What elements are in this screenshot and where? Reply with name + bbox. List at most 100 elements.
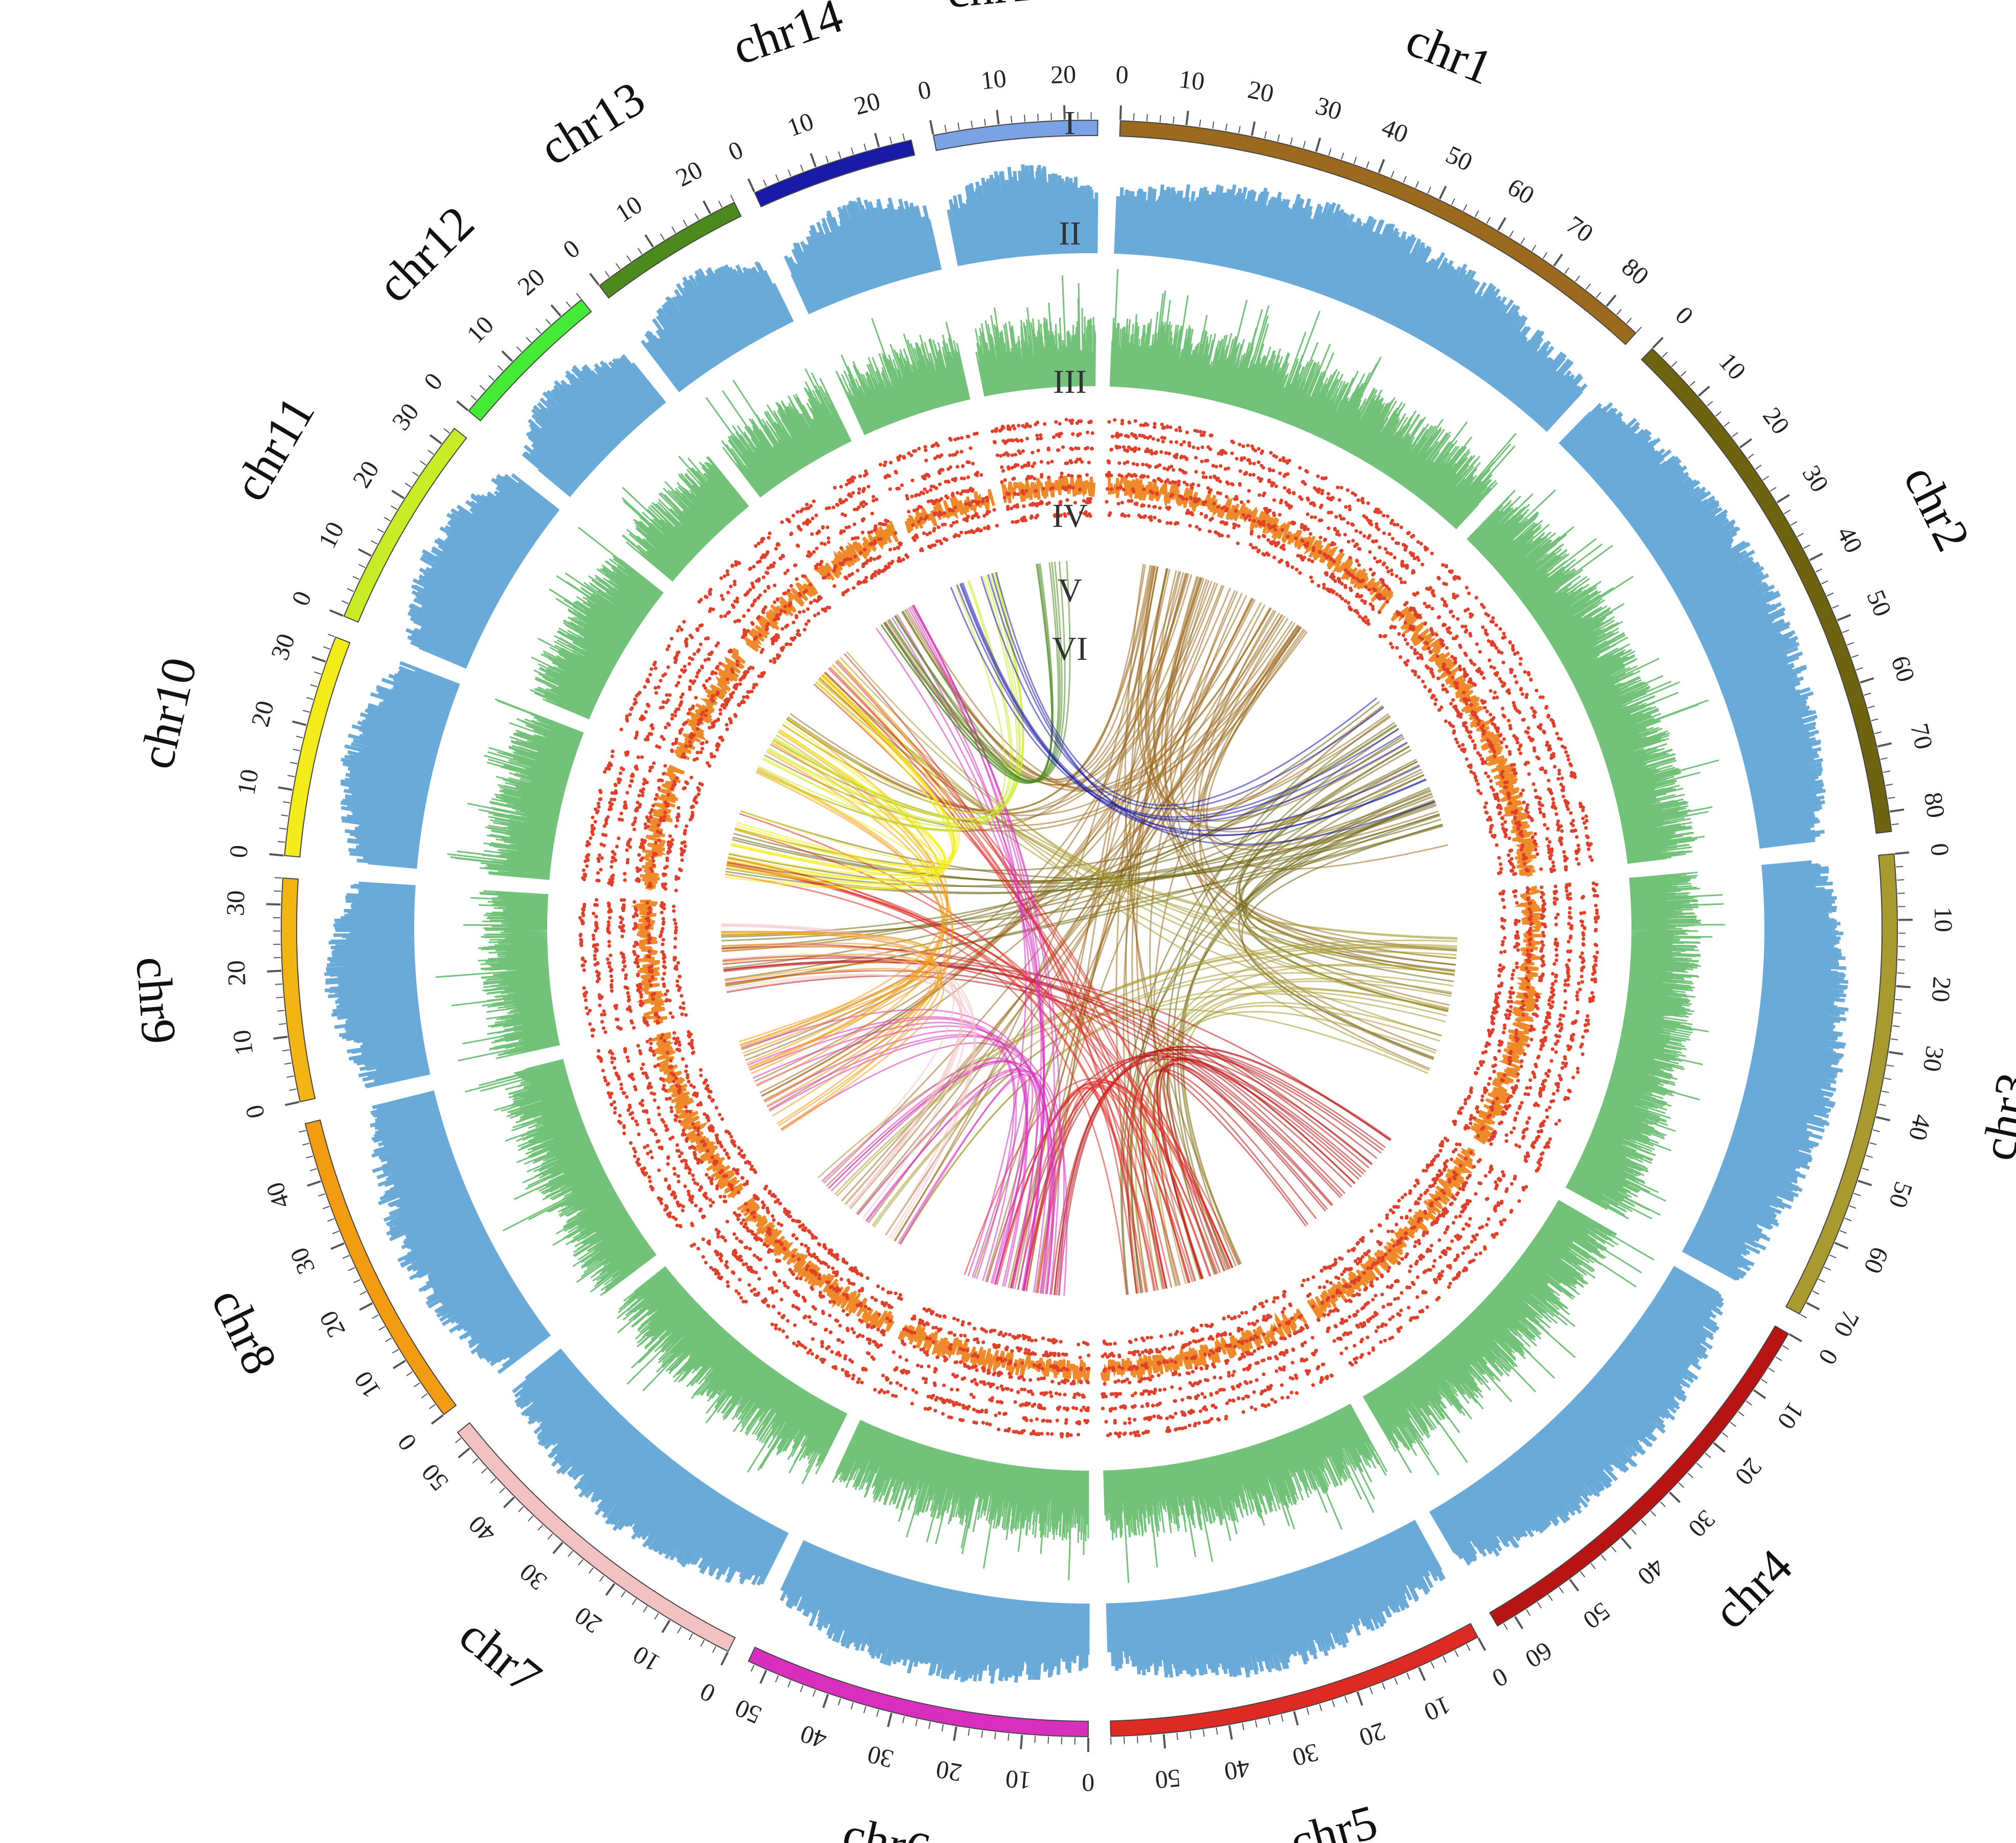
scatter-point bbox=[1397, 1261, 1401, 1265]
scatter-point bbox=[976, 1340, 980, 1344]
scatter-point bbox=[1385, 1213, 1389, 1217]
scatter-point bbox=[1500, 769, 1505, 773]
scatter-point bbox=[1430, 1160, 1434, 1164]
scatter-point bbox=[1588, 1000, 1592, 1004]
scatter-point bbox=[1534, 1101, 1538, 1106]
scatter-point bbox=[1269, 1341, 1273, 1345]
scatter-point bbox=[721, 1235, 725, 1239]
scatter-point bbox=[1007, 1371, 1012, 1376]
scatter-point bbox=[1248, 473, 1252, 477]
scatter-point bbox=[1541, 909, 1545, 913]
scatter-point bbox=[1507, 796, 1511, 800]
scatter-point bbox=[1551, 860, 1555, 864]
scatter-point bbox=[1529, 1037, 1534, 1041]
scatter-point bbox=[645, 1039, 649, 1043]
scatter-point bbox=[1538, 807, 1542, 811]
scatter-point bbox=[1230, 482, 1235, 486]
scatter-point bbox=[960, 1377, 965, 1381]
scatter-point bbox=[1063, 1392, 1067, 1396]
scatter-point bbox=[1143, 1376, 1147, 1381]
scatter-point bbox=[1481, 1094, 1485, 1098]
scatter-point bbox=[644, 1074, 648, 1078]
scatter-point bbox=[1484, 628, 1488, 632]
scatter-point bbox=[1132, 449, 1136, 453]
scatter-point bbox=[1087, 1353, 1091, 1358]
scatter-point bbox=[1288, 1334, 1292, 1338]
scatter-point bbox=[1286, 1395, 1290, 1400]
scatter-point bbox=[1483, 805, 1487, 809]
scatter-point bbox=[1404, 1255, 1408, 1259]
scatter-point bbox=[1503, 936, 1507, 940]
scatter-point bbox=[930, 1312, 934, 1316]
scatter-point bbox=[1549, 1006, 1553, 1010]
scatter-point bbox=[1146, 436, 1150, 440]
scatter-point bbox=[715, 1137, 719, 1141]
scatter-point bbox=[1514, 771, 1518, 775]
scatter-point bbox=[992, 1343, 996, 1347]
scatter-point bbox=[1413, 651, 1417, 655]
scatter-point bbox=[1509, 861, 1513, 865]
scatter-point bbox=[720, 1145, 724, 1149]
scatter-point bbox=[923, 1323, 927, 1327]
scatter-point bbox=[1434, 1197, 1438, 1202]
scatter-point bbox=[1166, 521, 1170, 525]
scatter-point bbox=[1576, 1067, 1580, 1071]
scatter-point bbox=[1451, 675, 1455, 680]
scatter-point bbox=[1358, 614, 1362, 618]
scatter-point bbox=[1117, 1365, 1122, 1369]
scatter-point bbox=[1132, 1431, 1136, 1435]
scatter-point bbox=[1168, 481, 1172, 485]
scatter-point bbox=[1591, 972, 1595, 976]
scatter-point bbox=[1291, 521, 1295, 525]
link-chr5-chr12 bbox=[813, 653, 1234, 1293]
scatter-point bbox=[1531, 1070, 1535, 1074]
scatter-point bbox=[1132, 1352, 1136, 1357]
scatter-point bbox=[1554, 1122, 1558, 1126]
scatter-point bbox=[1451, 1149, 1455, 1154]
scatter-point bbox=[822, 1243, 826, 1247]
scatter-point bbox=[1423, 1269, 1427, 1273]
scatter-point bbox=[619, 1082, 623, 1086]
scatter-point bbox=[1298, 1315, 1302, 1319]
scatter-point bbox=[763, 1187, 767, 1191]
scatter-point bbox=[1539, 867, 1543, 871]
scatter-point bbox=[1496, 805, 1500, 809]
scatter-point bbox=[1087, 1366, 1091, 1370]
scatter-point bbox=[1537, 1054, 1541, 1058]
scatter-point bbox=[1438, 1169, 1442, 1173]
scatter-point bbox=[622, 1131, 626, 1136]
scatter-point bbox=[715, 1184, 720, 1188]
scatter-point bbox=[1513, 1087, 1517, 1092]
scatter-point bbox=[1110, 434, 1114, 438]
scatter-point bbox=[1527, 726, 1531, 730]
scatter-point bbox=[982, 1380, 986, 1384]
scatter-point bbox=[1326, 496, 1330, 500]
scatter-point bbox=[1532, 782, 1536, 786]
scatter-point bbox=[1451, 698, 1455, 702]
scatter-point bbox=[1260, 463, 1264, 468]
scatter-point bbox=[661, 1033, 665, 1037]
scatter-point bbox=[912, 1330, 916, 1335]
scatter-point bbox=[1169, 425, 1173, 429]
scatter-point bbox=[994, 1413, 998, 1417]
scatter-point bbox=[1316, 584, 1320, 588]
scatter-point bbox=[855, 1303, 859, 1307]
scatter-point bbox=[1492, 1132, 1496, 1136]
scatter-point bbox=[1302, 1278, 1306, 1282]
scatter-point bbox=[1211, 463, 1215, 468]
scatter-point bbox=[1165, 1416, 1169, 1420]
scatter-point bbox=[1194, 1395, 1198, 1399]
scatter-point bbox=[1454, 708, 1459, 712]
scatter-point bbox=[1489, 665, 1493, 669]
scatter-point bbox=[1531, 835, 1535, 839]
scatter-point bbox=[730, 1187, 734, 1191]
scatter-point bbox=[1298, 466, 1302, 470]
scatter-point bbox=[1198, 527, 1202, 531]
scatter-point bbox=[1411, 569, 1415, 573]
scatter-point bbox=[1581, 957, 1585, 961]
scatter-point bbox=[671, 1192, 675, 1196]
scatter-point bbox=[1162, 436, 1167, 440]
scatter-point bbox=[1541, 943, 1545, 947]
scatter-point bbox=[675, 1149, 679, 1153]
scatter-point bbox=[693, 1126, 697, 1130]
